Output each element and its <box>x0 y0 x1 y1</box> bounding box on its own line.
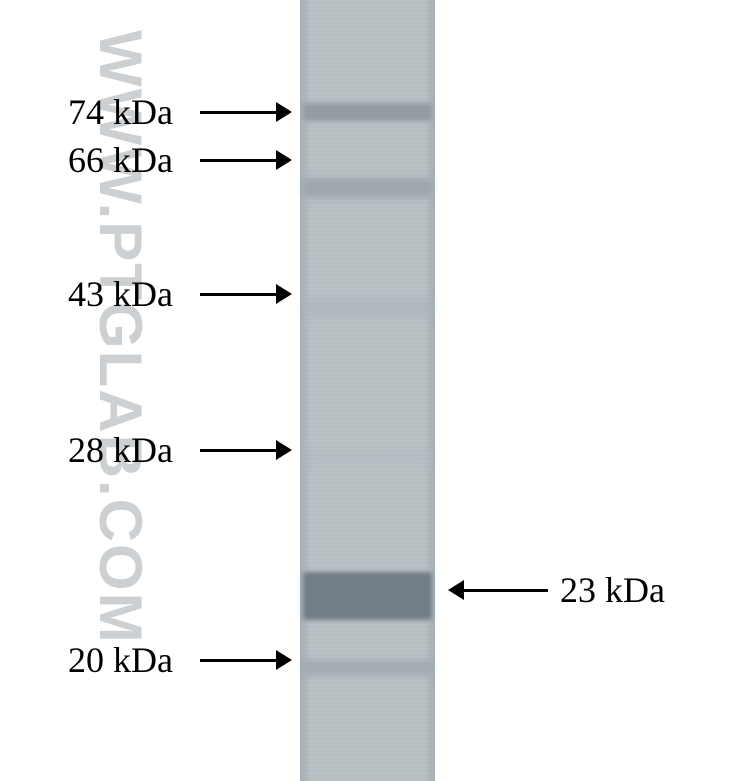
arrow-right-icon <box>200 102 292 122</box>
mw-marker-left: 74 kDa <box>68 94 292 130</box>
mw-marker-label: 66 kDa <box>68 139 200 181</box>
gel-figure: WWW.PTGLAB.COM 74 kDa66 kDa43 kDa28 kDa2… <box>0 0 740 781</box>
mw-marker-label: 43 kDa <box>68 273 200 315</box>
mw-marker-label: 74 kDa <box>68 91 200 133</box>
band-23kDa <box>303 572 432 620</box>
mw-marker-label: 23 kDa <box>560 569 665 611</box>
band-28kDa <box>303 450 432 464</box>
band-66kDa <box>303 178 432 198</box>
gel-lane <box>300 0 435 781</box>
band-74kDa <box>303 103 432 121</box>
arrow-right-icon <box>200 284 292 304</box>
band-43kDa <box>303 300 432 316</box>
mw-marker-label: 28 kDa <box>68 429 200 471</box>
band-20kDa <box>303 660 432 676</box>
arrow-right-icon <box>200 150 292 170</box>
mw-marker-left: 43 kDa <box>68 276 292 312</box>
mw-marker-right: 23 kDa <box>448 572 665 608</box>
mw-marker-left: 66 kDa <box>68 142 292 178</box>
arrow-right-icon <box>200 440 292 460</box>
arrow-right-icon <box>200 650 292 670</box>
mw-marker-left: 20 kDa <box>68 642 292 678</box>
arrow-left-icon <box>448 580 548 600</box>
mw-marker-label: 20 kDa <box>68 639 200 681</box>
mw-marker-left: 28 kDa <box>68 432 292 468</box>
